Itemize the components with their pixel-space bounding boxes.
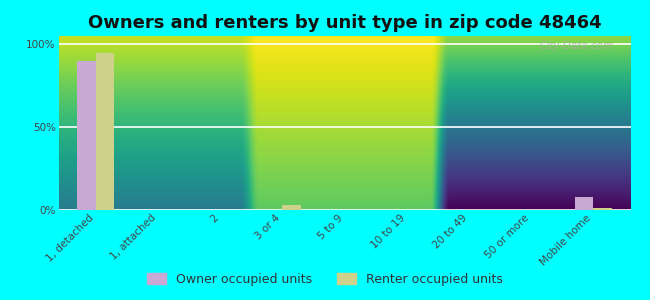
Legend: Owner occupied units, Renter occupied units: Owner occupied units, Renter occupied un… (142, 268, 508, 291)
Bar (96, 52, 114, 210)
Text: City-Data.com: City-Data.com (540, 41, 614, 51)
Bar (593, 208, 612, 210)
Title: Owners and renters by unit type in zip code 48464: Owners and renters by unit type in zip c… (88, 14, 601, 32)
Bar (77, 61, 96, 210)
Bar (282, 205, 301, 210)
Bar (575, 197, 593, 210)
